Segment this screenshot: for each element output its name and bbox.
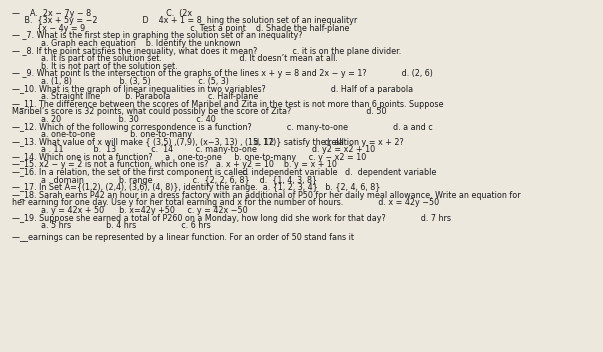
Text: —__earnings can be represented by a linear function. For an order of 50 stand fa: —__earnings can be represented by a line… [12,233,354,242]
Text: —_11. The difference between the scores of Maribel and Zita in the test is not m: —_11. The difference between the scores … [12,100,443,109]
Text: b. It is not part of the solution set.: b. It is not part of the solution set. [42,62,178,71]
Text: a. one-to-one              b. one-to-many: a. one-to-one b. one-to-many [42,130,192,139]
Text: her earning for one day. Use y for her total earning and x for the number of hou: her earning for one day. Use y for her t… [12,199,439,207]
Text: a. 5 hrs              b. 4 hrs                  c. 6 hrs: a. 5 hrs b. 4 hrs c. 6 hrs [42,221,211,230]
Text: — _8. If the point satisfies the inequality, what does it mean?              c. : — _8. If the point satisfies the inequal… [12,46,401,56]
Text: —_16. In a relation, the set of the first component is called: —_16. In a relation, the set of the firs… [12,168,248,177]
Text: a. y = 42x + 50      b. x=42y +50     c. y = 42x −50: a. y = 42x + 50 b. x=42y +50 c. y = 42x … [42,206,248,215]
Text: a . domain              b. range                c.  {2, 2, 6, 8}    d.  {1, 4, 3: a . domain b. range c. {2, 2, 6, 8} d. {… [42,176,318,185]
Text: —    A.  2x − 7y − 8                              C.  (2x: — A. 2x − 7y − 8 C. (2x [12,9,192,18]
Text: — _7. What is the first step in graphing the solution set of an inequality?: — _7. What is the first step in graphing… [12,31,303,40]
Text: B.  {3x + 5y = −2                  D    4x + 1 = 8  hing the solution set of an : B. {3x + 5y = −2 D 4x + 1 = 8 hing the s… [12,16,357,25]
Text: a. Straight line          b. Parabola               c. Half-plane: a. Straight line b. Parabola c. Half-pla… [42,92,259,101]
Text: {x − 4y = 9                                          c. Test a point    d. Shade: {x − 4y = 9 c. Test a point d. Shade [12,24,349,33]
Text: —_15. x2 − y = 2 is not a function, which one is?   a. x + y2 = 10    b. y = x +: —_15. x2 − y = 2 is not a function, whic… [12,161,337,169]
Text: —_12. Which of the following correspondence is a function?              c. many-: —_12. Which of the following corresponde… [12,122,433,132]
Text: —_13. What value of x will make { (3,5) ,(7,9), (x−3, 13) , (15, 17)} satisfy th: —_13. What value of x will make { (3,5) … [12,138,403,147]
Text: a. Graph each equation    b. Identify the unknown: a. Graph each equation b. Identify the u… [42,39,241,48]
Text: a . 11            b.  13              c.  14         c. many-to-one             : a . 11 b. 13 c. 14 c. many-to-one [42,145,376,154]
Text: Maribel’s score is 32 points, what could possibly be the score of Zita?         : Maribel’s score is 32 points, what could… [12,107,387,117]
Text: a. 20                       b. 30                       c. 40: a. 20 b. 30 c. 40 [42,115,216,124]
Text: —_10. What is the graph of linear inequalities in two variables?                : —_10. What is the graph of linear inequa… [12,84,413,94]
Text: d. 12                    d. all: d. 12 d. all [254,138,344,147]
Text: —_14. Which one is not a function?     a . one-to-one     b. one-to-many     c. : —_14. Which one is not a function? a . o… [12,153,366,162]
Text: a. It is part of the solution set.                               d. It doesn’t m: a. It is part of the solution set. d. It… [42,54,338,63]
Text: —_17. In Set A={(1,2), (2,4), (3,6), (4, 8)}, identify the range.  a. {1, 2, 3, : —_17. In Set A={(1,2), (2,4), (3,6), (4,… [12,183,380,192]
Text: —_19. Suppose she earned a total of P260 on a Monday, how long did she work for : —_19. Suppose she earned a total of P260… [12,214,451,222]
Text: c. independent variable   d.  dependent variable: c. independent variable d. dependent var… [242,168,437,177]
Text: a. (1, 8)                   b. (3, 5)                   c. (5, 3): a. (1, 8) b. (3, 5) c. (5, 3) [42,77,229,86]
Text: —_18. Sarah earns P42 an hour in a dress factory with an additional of P50 for h: —_18. Sarah earns P42 an hour in a dress… [12,191,520,200]
Text: — _9. What point is the intersection of the graphs of the lines x + y = 8 and 2x: — _9. What point is the intersection of … [12,69,433,78]
